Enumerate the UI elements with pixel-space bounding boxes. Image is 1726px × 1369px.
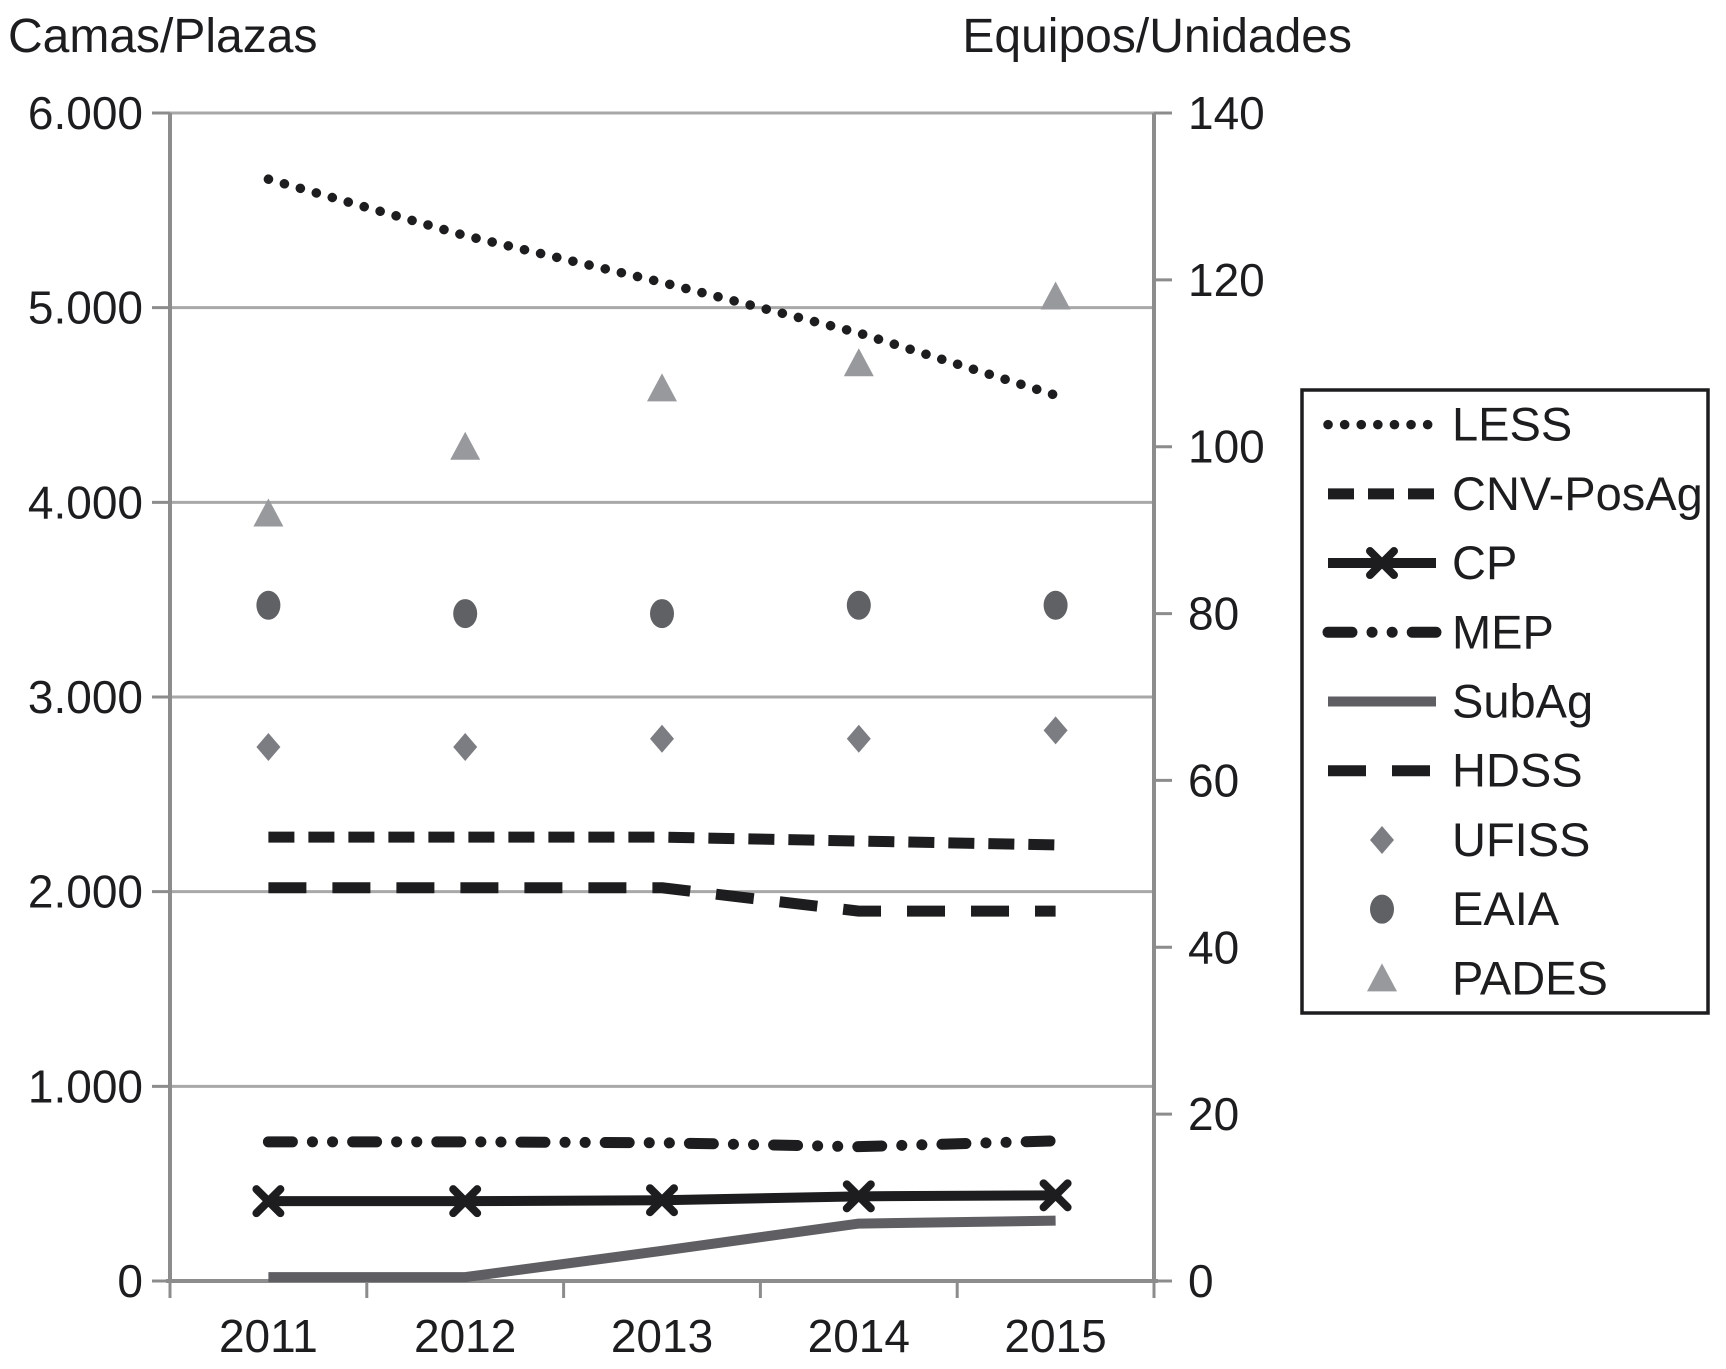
series-line-CNV-PosAg xyxy=(268,831,1056,851)
x-tick-label-2014: 2014 xyxy=(808,1310,910,1362)
legend-item-EAIA: EAIA xyxy=(1370,882,1560,935)
legend-sample-marker xyxy=(1367,963,1397,992)
series-SubAg xyxy=(268,1215,1056,1283)
series-line-SubAg xyxy=(268,1215,1056,1283)
legend-label: EAIA xyxy=(1452,882,1560,935)
left-axis-title: Camas/Plazas xyxy=(8,10,317,63)
legend-item-CNV-PosAg: CNV-PosAg xyxy=(1328,467,1703,520)
series-CNV-PosAg xyxy=(268,831,1056,851)
eaia-marker xyxy=(650,599,674,629)
left-tick-label: 4.000 xyxy=(28,476,143,528)
series-EAIA xyxy=(256,590,1068,629)
legend-label: MEP xyxy=(1452,605,1554,658)
axes-and-ticks: 6.000 5.000 4.000 3.000 2.000 1.000 0 140 120 100… xyxy=(28,87,1265,1362)
right-tick-label: 100 xyxy=(1188,421,1265,473)
series-CP xyxy=(252,1179,1072,1218)
left-tick-label: 6.000 xyxy=(28,87,143,139)
right-tick-label: 20 xyxy=(1188,1088,1239,1140)
x-stroke xyxy=(449,1185,482,1218)
legend-item-PADES: PADES xyxy=(1367,951,1608,1004)
eaia-marker xyxy=(453,599,478,629)
right-axis-title: Equipos/Unidades xyxy=(962,10,1352,63)
legend-label: LESS xyxy=(1452,398,1572,451)
x-tick-label-2012: 2012 xyxy=(414,1310,516,1362)
ufiss-marker xyxy=(453,733,478,762)
legend-label: CP xyxy=(1452,536,1517,589)
ufiss-marker xyxy=(846,724,871,753)
ufiss-marker xyxy=(256,733,281,762)
legend-label: PADES xyxy=(1452,951,1608,1004)
left-tick-label: 5.000 xyxy=(28,282,143,334)
x-stroke xyxy=(1366,547,1398,580)
series-HDSS xyxy=(268,882,1056,917)
cp-marker xyxy=(1039,1179,1072,1212)
right-tick-label: 140 xyxy=(1188,87,1265,139)
x-stroke xyxy=(252,1185,285,1218)
series-MEP xyxy=(262,1135,1062,1153)
series-line-MEP xyxy=(262,1135,1062,1153)
left-tick-label: 1.000 xyxy=(28,1060,143,1112)
pades-marker xyxy=(843,348,874,377)
right-tick-label: 40 xyxy=(1188,921,1239,973)
cp-marker xyxy=(252,1185,285,1218)
eaia-marker xyxy=(256,590,281,620)
legend: LESS CNV-PosAg CP MEP SubAg HDSS UFISS EAIA PADE… xyxy=(1300,388,1710,1015)
legend-sample-marker xyxy=(1370,894,1394,924)
cp-marker xyxy=(646,1184,678,1217)
left-tick-label: 2.000 xyxy=(28,866,143,918)
pades-marker xyxy=(253,498,284,527)
x-tick-label-2015: 2015 xyxy=(1004,1310,1106,1362)
series-UFISS xyxy=(256,716,1068,762)
right-tick-label: 120 xyxy=(1188,254,1265,306)
left-tick-label: 3.000 xyxy=(28,671,143,723)
series-line-LESS xyxy=(263,174,1061,401)
cp-marker xyxy=(842,1180,875,1213)
legend-item-CP: CP xyxy=(1328,536,1517,589)
series-PADES xyxy=(253,281,1071,527)
eaia-marker xyxy=(1043,590,1068,620)
legend-label: HDSS xyxy=(1452,744,1583,797)
gridlines xyxy=(170,111,1154,1283)
x-tick-label-2011: 2011 xyxy=(219,1310,318,1362)
series-layer xyxy=(252,174,1072,1283)
legend-item-HDSS: HDSS xyxy=(1328,744,1583,797)
legend-label: SubAg xyxy=(1452,675,1593,728)
legend-item-SubAg: SubAg xyxy=(1328,675,1593,728)
legend-sample-marker xyxy=(1366,547,1398,580)
legend-item-MEP: MEP xyxy=(1322,605,1554,658)
pades-marker xyxy=(647,373,677,402)
series-line-HDSS xyxy=(268,882,1056,917)
right-tick-label: 0 xyxy=(1188,1255,1214,1307)
cp-marker xyxy=(449,1185,482,1218)
x-stroke xyxy=(842,1180,875,1213)
ufiss-marker xyxy=(1043,716,1068,745)
legend-label: UFISS xyxy=(1452,813,1590,866)
x-stroke xyxy=(1039,1179,1072,1212)
right-tick-label: 80 xyxy=(1188,588,1239,640)
legend-sample-marker xyxy=(1370,825,1394,854)
eaia-marker xyxy=(846,590,871,620)
series-LESS xyxy=(263,174,1061,401)
right-tick-label: 60 xyxy=(1188,754,1239,806)
x-stroke xyxy=(646,1184,678,1217)
left-tick-label: 0 xyxy=(117,1255,143,1307)
legend-item-UFISS: UFISS xyxy=(1370,813,1590,866)
legend-label: CNV-PosAg xyxy=(1452,467,1703,520)
ufiss-marker xyxy=(650,724,674,753)
pades-marker xyxy=(1040,281,1071,310)
legend-item-LESS: LESS xyxy=(1323,398,1572,451)
pades-marker xyxy=(450,431,481,460)
x-tick-label-2013: 2013 xyxy=(611,1310,713,1362)
